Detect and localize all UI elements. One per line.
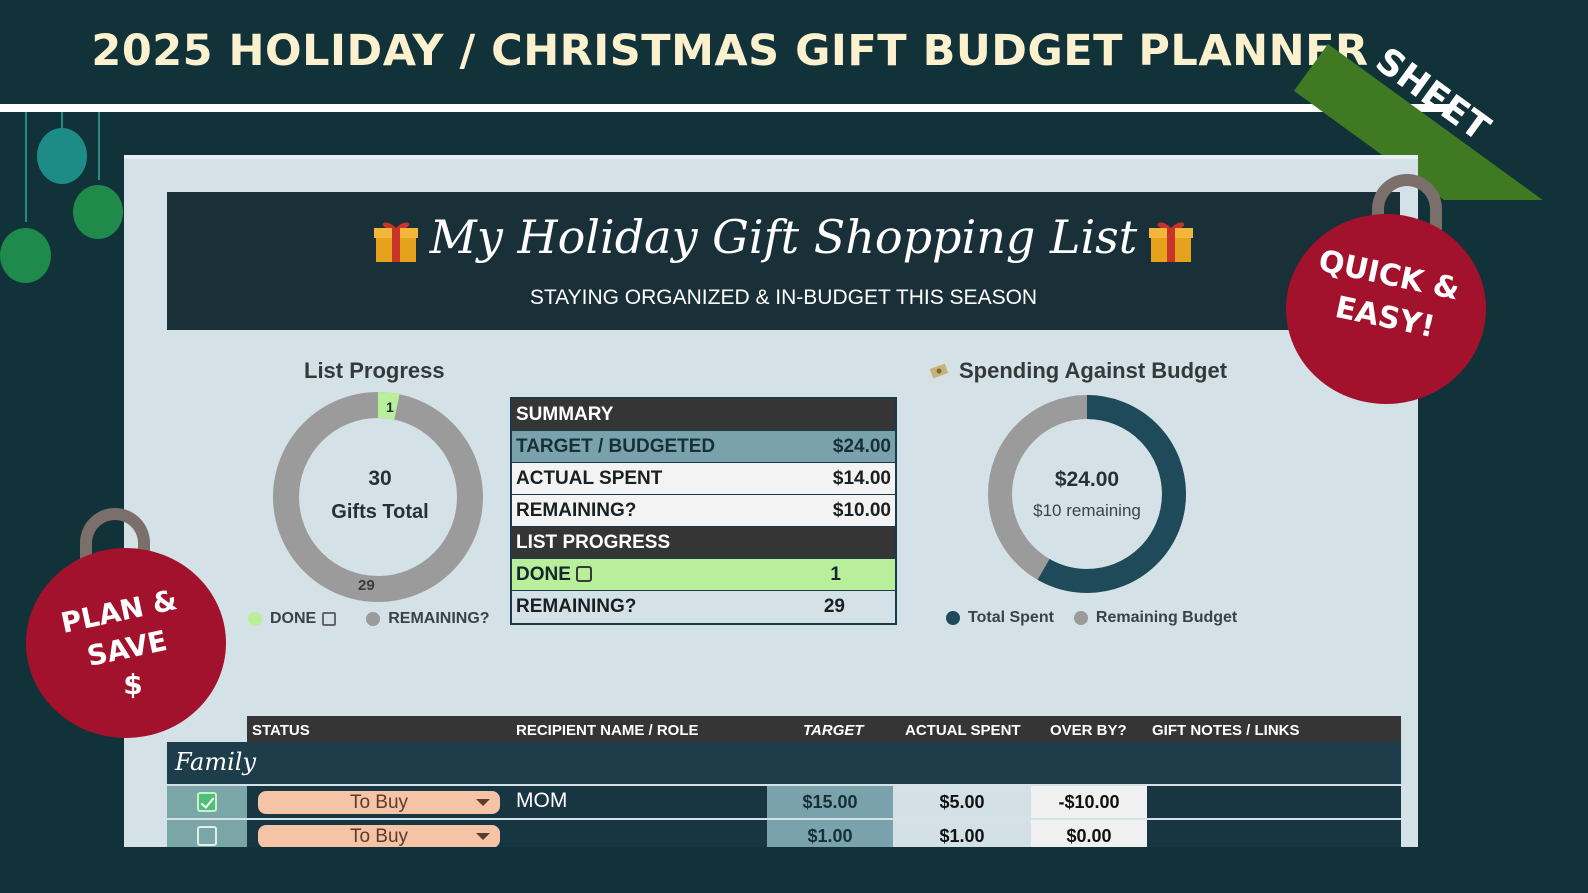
over-by-cell: -$10.00 xyxy=(1031,786,1147,818)
banner-title: My Holiday Gift Shopping List xyxy=(429,210,1138,264)
donut-done-label: 1 xyxy=(386,399,394,415)
summary-row-remaining-count: REMAINING? 29 xyxy=(512,591,895,623)
legend-spent-label: Total Spent xyxy=(968,609,1054,626)
actual-spent-cell[interactable]: $1.00 xyxy=(893,820,1031,847)
checkbox-icon xyxy=(576,565,593,582)
header-divider xyxy=(0,104,1452,112)
summary-table: SUMMARY TARGET / BUDGETED $24.00 ACTUAL S… xyxy=(510,397,897,625)
plan-save-line3: $ xyxy=(123,668,143,701)
group-row-family: Family xyxy=(167,742,1401,784)
done-checkbox[interactable] xyxy=(197,792,217,812)
spreadsheet-panel: My Holiday Gift Shopping List STAYING OR… xyxy=(124,155,1418,847)
done-checkbox-cell xyxy=(167,786,247,818)
banner-subtitle: STAYING ORGANIZED & IN-BUDGET THIS SEASO… xyxy=(529,286,1038,309)
summary-label: DONE xyxy=(516,563,571,585)
gift-table-header: STATUS RECIPIENT NAME / ROLE TARGET ACTU… xyxy=(247,716,1401,742)
summary-heading-row: SUMMARY xyxy=(512,399,895,431)
summary-value: 1 xyxy=(830,563,841,585)
gifts-total-number: 30 xyxy=(368,467,392,490)
spending-legend: Total Spent Remaining Budget xyxy=(946,609,1237,627)
column-header-over: OVER BY? xyxy=(1050,722,1127,739)
legend-done-dot xyxy=(248,612,262,626)
ornament-string xyxy=(25,112,27,222)
summary-heading: SUMMARY xyxy=(516,403,614,425)
legend-done-label: DONE xyxy=(270,610,317,627)
summary-label: REMAINING? xyxy=(516,596,637,617)
spending-donut xyxy=(988,395,1186,593)
gift-icon xyxy=(372,218,420,264)
table-row: To Buy MOM $15.00 $5.00 -$10.00 xyxy=(167,786,1401,818)
page-title: 2025 HOLIDAY / CHRISTMAS GIFT BUDGET PLA… xyxy=(91,26,1369,76)
chevron-down-icon xyxy=(476,833,490,840)
column-header-status: STATUS xyxy=(252,722,310,739)
donut-done-arc xyxy=(273,392,483,602)
ornament-string xyxy=(98,112,100,180)
summary-value: $10.00 xyxy=(832,499,891,521)
table-row: To Buy $1.00 $1.00 $0.00 xyxy=(167,820,1401,847)
status-value: To Buy xyxy=(349,791,409,813)
column-header-target: TARGET xyxy=(803,722,864,739)
summary-row-actual: ACTUAL SPENT $14.00 xyxy=(512,463,895,495)
ornament-green-icon xyxy=(0,228,51,283)
summary-row-target: TARGET / BUDGETED $24.00 xyxy=(512,431,895,463)
list-progress-table-heading: LIST PROGRESS xyxy=(516,531,671,553)
summary-value: 29 xyxy=(823,596,845,617)
chevron-down-icon xyxy=(476,799,490,806)
plan-save-badge xyxy=(26,548,226,738)
list-progress-heading: List Progress xyxy=(304,358,445,383)
checkbox-icon xyxy=(322,612,337,626)
ornament-string xyxy=(61,112,63,134)
legend-spent-dot xyxy=(946,611,960,625)
summary-row-remaining: REMAINING? $10.00 xyxy=(512,495,895,527)
summary-row-done: DONE 1 xyxy=(512,559,895,591)
banner-title-row: My Holiday Gift Shopping List xyxy=(167,210,1400,264)
quick-easy-badge xyxy=(1286,214,1486,404)
page-header: 2025 HOLIDAY / CHRISTMAS GIFT BUDGET PLA… xyxy=(0,0,1510,104)
gift-icon xyxy=(1147,218,1195,264)
status-value: To Buy xyxy=(349,825,409,847)
column-header-notes: GIFT NOTES / LINKS xyxy=(1152,722,1300,739)
list-progress-donut: 1 29 xyxy=(273,392,483,602)
target-cell[interactable]: $15.00 xyxy=(767,786,893,818)
spending-center-amount: $24.00 xyxy=(1054,468,1120,491)
ornament-green-icon xyxy=(73,185,123,239)
donut-total-spent-arc xyxy=(988,395,1186,593)
done-checkbox-cell xyxy=(167,820,247,847)
over-by-cell: $0.00 xyxy=(1031,820,1147,847)
ornament-teal-icon xyxy=(37,128,87,184)
summary-done-cell: DONE xyxy=(516,563,593,586)
list-progress-legend: DONE REMAINING? xyxy=(248,610,490,628)
sheet-top-edge xyxy=(124,155,1418,159)
summary-value: $14.00 xyxy=(832,467,891,489)
column-header-recipient: RECIPIENT NAME / ROLE xyxy=(516,722,699,739)
gifts-total-label: Gifts Total xyxy=(331,501,429,523)
donut-remaining-arc xyxy=(273,392,483,602)
target-cell[interactable]: $1.00 xyxy=(767,820,893,847)
column-header-actual: ACTUAL SPENT xyxy=(905,722,1021,739)
spending-heading: Spending Against Budget xyxy=(959,358,1228,383)
spending-heading-row: Spending Against Budget xyxy=(929,358,1227,384)
legend-remaining-budget-label: Remaining Budget xyxy=(1095,609,1238,626)
status-dropdown[interactable]: To Buy xyxy=(258,791,500,814)
list-progress-heading-row: LIST PROGRESS xyxy=(512,527,895,559)
summary-label: TARGET / BUDGETED xyxy=(516,435,716,457)
actual-spent-cell[interactable]: $5.00 xyxy=(893,786,1031,818)
spending-center-label: $10 remaining xyxy=(1033,501,1141,520)
legend-remaining-label: REMAINING? xyxy=(388,610,490,627)
group-label: Family xyxy=(175,748,256,776)
summary-label: ACTUAL SPENT xyxy=(516,467,663,489)
money-icon xyxy=(929,360,951,379)
recipient-cell[interactable]: MOM xyxy=(516,789,568,812)
status-dropdown[interactable]: To Buy xyxy=(258,825,500,847)
summary-value: $24.00 xyxy=(832,435,891,457)
summary-label: REMAINING? xyxy=(516,499,637,521)
done-checkbox[interactable] xyxy=(197,826,217,846)
donut-remaining-label: 29 xyxy=(358,577,375,594)
legend-remaining-budget-dot xyxy=(1073,611,1088,625)
legend-remaining-dot xyxy=(366,612,381,626)
title-banner: My Holiday Gift Shopping List STAYING OR… xyxy=(167,192,1400,330)
